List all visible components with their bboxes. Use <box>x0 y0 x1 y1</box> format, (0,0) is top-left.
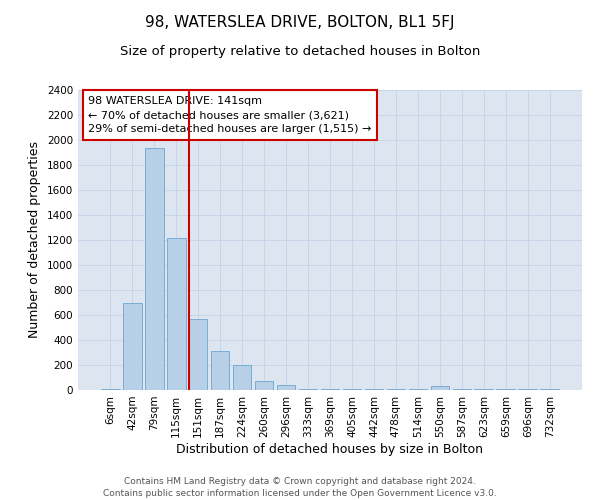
Bar <box>145 148 164 390</box>
Bar <box>211 351 229 390</box>
Bar <box>167 238 185 390</box>
Text: Size of property relative to detached houses in Bolton: Size of property relative to detached ho… <box>120 45 480 58</box>
Bar <box>233 365 251 390</box>
Bar <box>277 385 295 390</box>
Text: 98 WATERSLEA DRIVE: 141sqm
← 70% of detached houses are smaller (3,621)
29% of s: 98 WATERSLEA DRIVE: 141sqm ← 70% of deta… <box>88 96 371 134</box>
Text: Contains HM Land Registry data © Crown copyright and database right 2024.
Contai: Contains HM Land Registry data © Crown c… <box>103 476 497 498</box>
Y-axis label: Number of detached properties: Number of detached properties <box>28 142 41 338</box>
Text: 98, WATERSLEA DRIVE, BOLTON, BL1 5FJ: 98, WATERSLEA DRIVE, BOLTON, BL1 5FJ <box>145 15 455 30</box>
Bar <box>189 319 208 390</box>
Bar <box>431 386 449 390</box>
Bar <box>255 381 274 390</box>
Bar <box>123 302 142 390</box>
X-axis label: Distribution of detached houses by size in Bolton: Distribution of detached houses by size … <box>176 442 484 456</box>
